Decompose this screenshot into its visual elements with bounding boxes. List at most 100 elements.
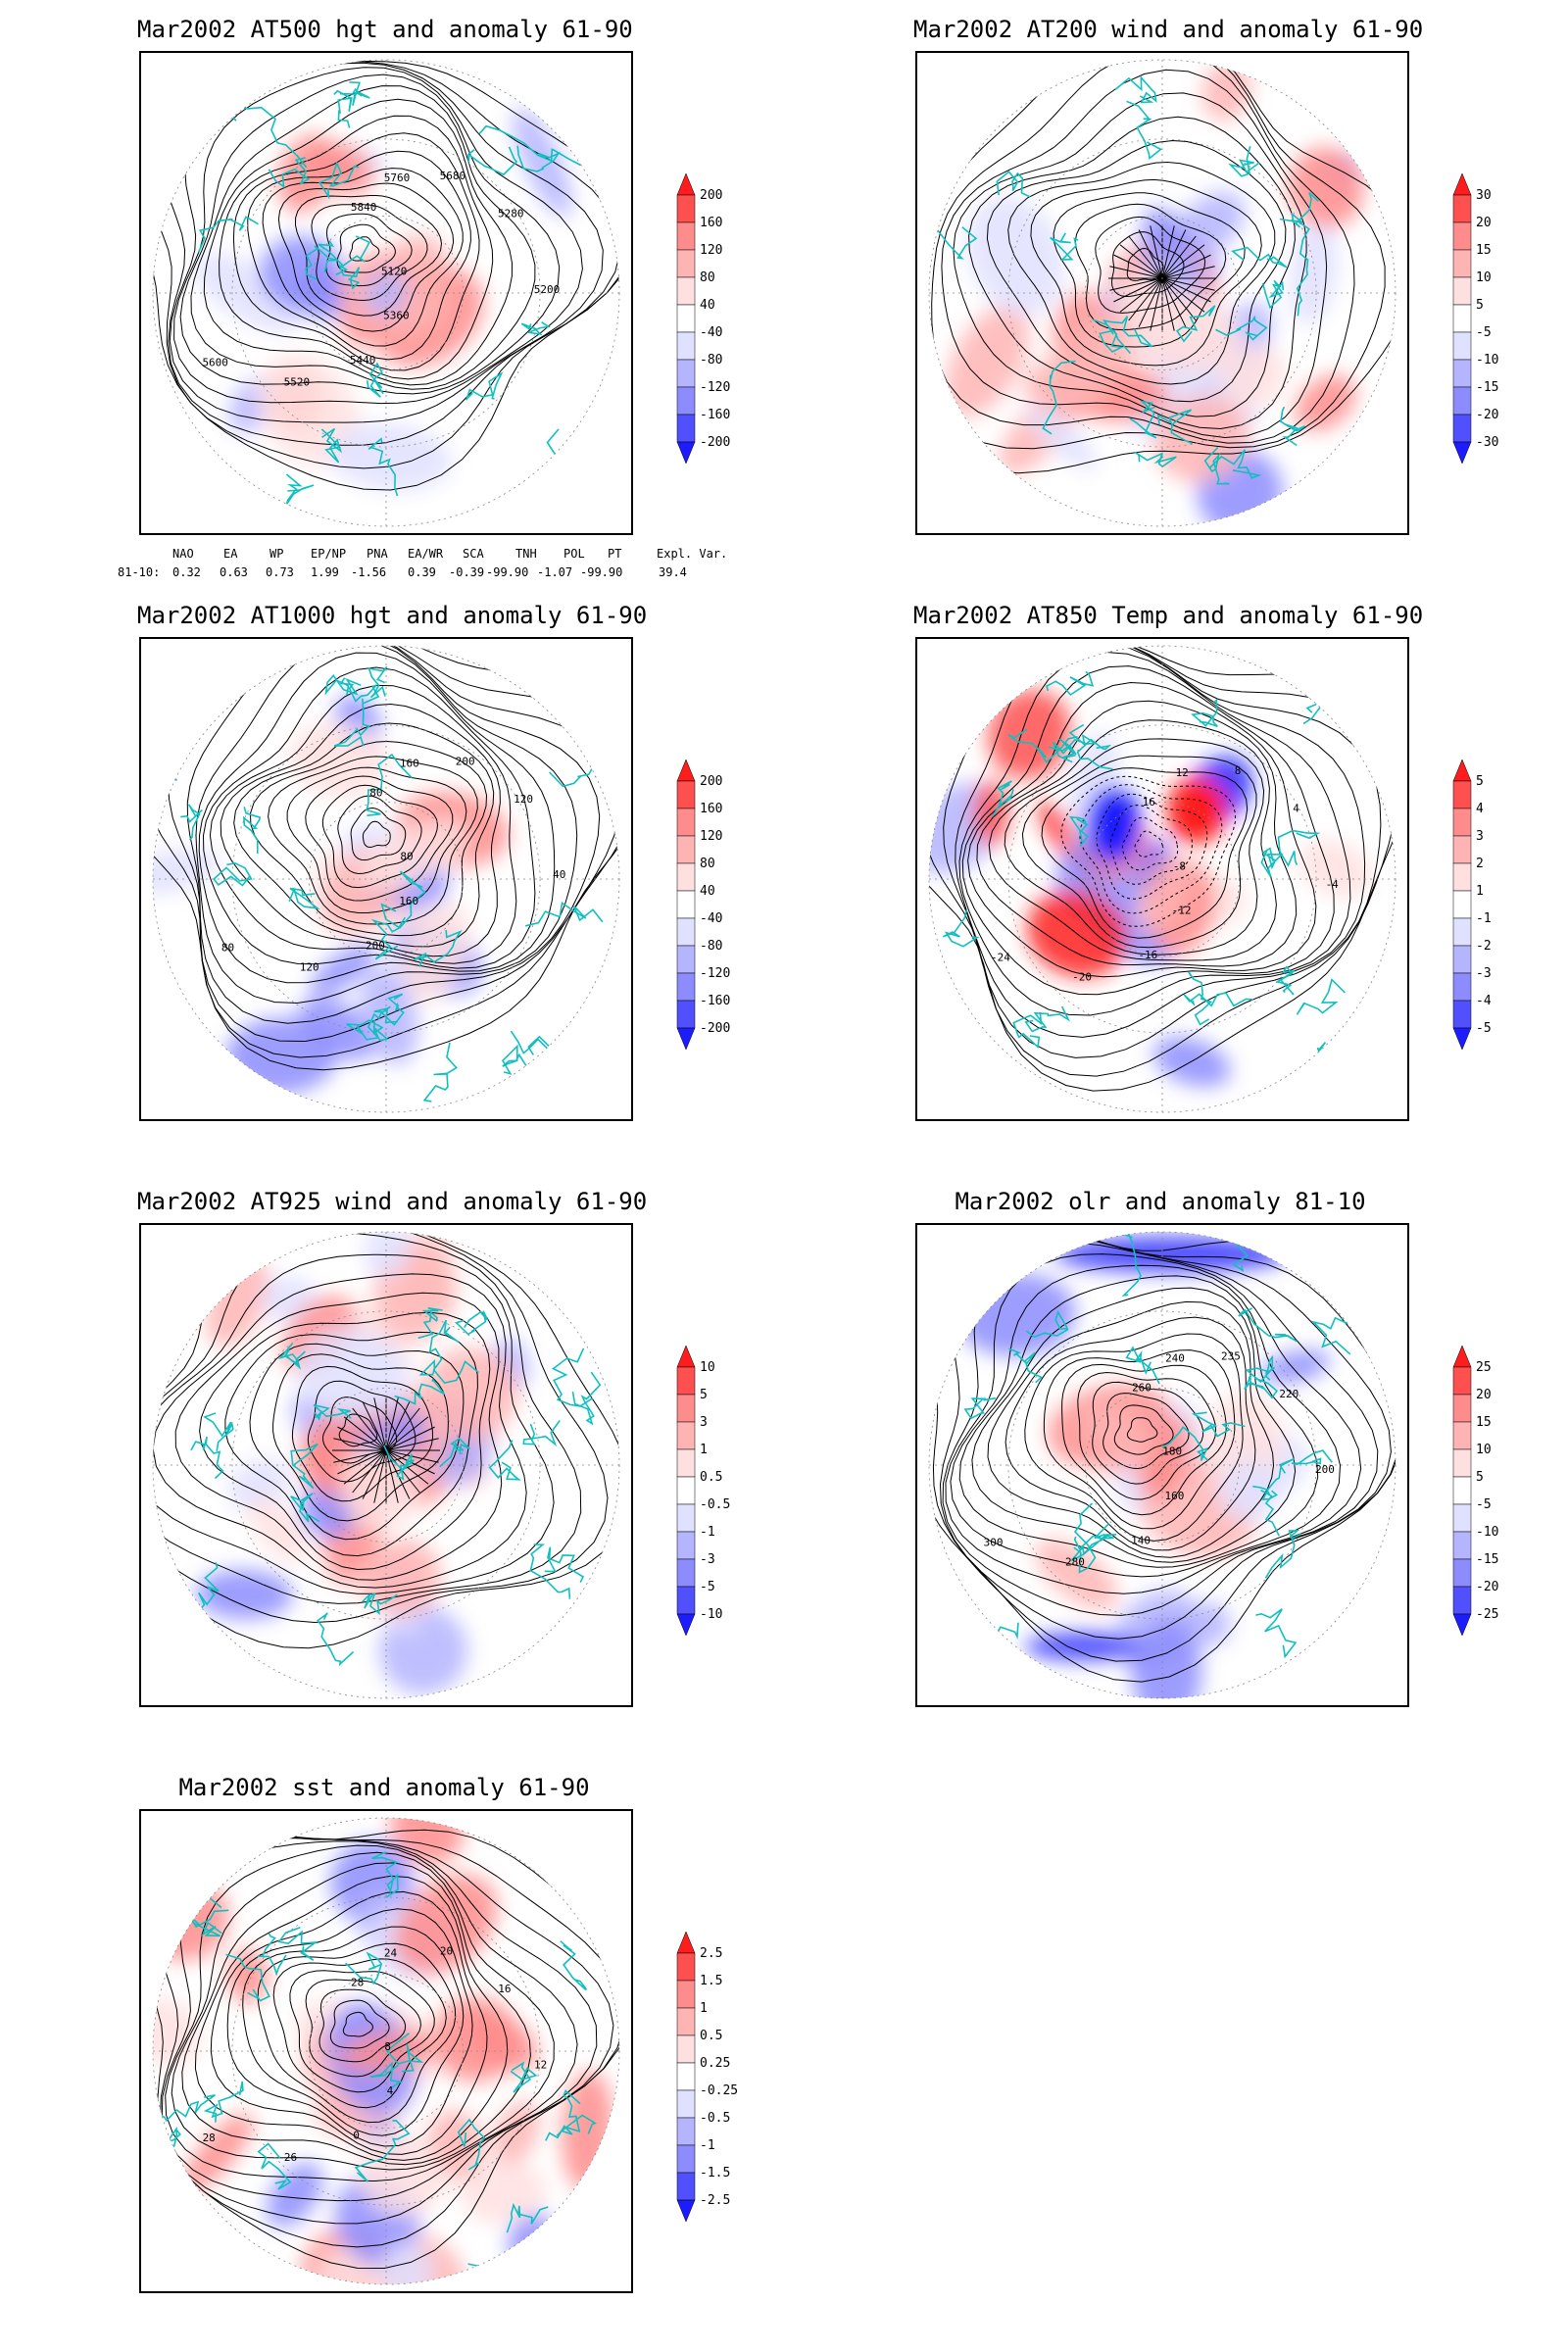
polar-map: 5840 5760 5680 5280 5200 5120 5360 5440 5520 5600 [139,51,633,535]
colorbar-swatch [676,835,696,864]
colorbar-arrow-bottom [1452,1027,1472,1051]
idx-header-nao: NAO [172,547,194,561]
colorbar-tick-label: 2.5 [700,1946,722,1961]
idx-value-epnp: 1.99 [311,565,339,579]
colorbar-tick-label: 0.5 [700,1470,722,1485]
panel-olr: Mar2002 olr and anomaly 81-10 260 240 235 22… [913,1184,1568,1733]
colorbar-swatch [1452,1503,1472,1533]
polar-map [139,1223,633,1707]
colorbar-swatch [1452,221,1472,251]
colorbar-arrow-top [676,1345,696,1368]
colorbar-arrow-bottom [1452,441,1472,465]
colorbar-tick-label: -20 [1476,408,1498,422]
colorbar-swatch [676,2144,696,2174]
contour-lines [929,646,1396,1092]
colorbar-swatch [676,1503,696,1533]
colorbar-tick-label: -200 [700,435,730,450]
colorbar-tick-label: 5 [1476,1470,1484,1485]
anomaly-shading [929,689,1373,1088]
contour-lines [153,1829,619,2270]
colorbar-tick-label: -3 [1476,966,1492,981]
colorbar-tick-label: 80 [700,270,715,285]
contour-lines [153,1232,619,1649]
colorbar: 10 5 3 1 0.5 -0.5 -1 -3 -5 -10 [674,1345,743,1694]
contour-label: 20 [440,1945,453,1958]
contour-label: 200 [456,755,475,767]
anomaly-shading [945,61,1364,526]
contour-label: 5360 [383,310,410,322]
colorbar-tick-label: -200 [700,1021,730,1036]
colorbar-tick-label: -1 [700,2138,715,2153]
colorbar-swatch [676,917,696,947]
contour-label: 160 [400,757,419,769]
graticule [928,1231,1396,1699]
colorbar-swatch [676,972,696,1002]
idx-row-label: 81-10: [118,565,161,579]
contour-label: -8 [1173,859,1186,872]
colorbar-tick-label: 3 [700,1415,708,1430]
anomaly-shading [194,107,572,491]
colorbar-tick-label: 120 [700,829,722,844]
colorbar-tick-label: 30 [1476,188,1492,203]
panel-1000hgt: Mar2002 AT1000 hgt and anomaly 61-90 80 16… [137,598,926,1147]
colorbar-swatch [676,862,696,892]
colorbar-tick-label: -5 [1476,1497,1492,1512]
colorbar-swatch [676,1952,696,1982]
contour-label: 200 [1315,1463,1335,1476]
polar-map [915,51,1409,535]
contour-label: 80 [400,851,413,863]
colorbar-arrow-top [676,1931,696,1954]
colorbar-swatch [1452,1531,1472,1560]
graticule [152,645,620,1113]
idx-value-pol: -1.07 [537,565,573,579]
contour-label: 280 [1065,1556,1085,1569]
contour-label: 5120 [381,265,408,277]
contour-label: 5600 [202,356,228,368]
colorbar-arrow-bottom [676,1613,696,1637]
colorbar-tick-label: 20 [1476,216,1492,230]
colorbar-tick-label: 1 [700,1443,708,1457]
colorbar-swatch [1452,835,1472,864]
contour-label: 80 [221,942,234,955]
colorbar-tick-label: -25 [1476,1607,1498,1622]
colorbar-swatch [1452,1448,1472,1478]
colorbar-tick-label: -4 [1476,994,1492,1008]
colorbar-swatch [676,1558,696,1588]
colorbar-arrow-bottom [676,1027,696,1051]
idx-header-eawr: EA/WR [408,547,444,561]
colorbar-tick-label: 1 [1476,884,1484,899]
colorbar-swatch [676,2007,696,2036]
colorbar-swatch [1452,1394,1472,1423]
colorbar-tick-label: 120 [700,243,722,258]
idx-header-wp: WP [270,547,284,561]
contour-label: 5680 [440,170,466,182]
colorbar-tick-label: 5 [1476,774,1484,789]
anomaly-shading [195,1232,530,1695]
colorbar-tick-label: -20 [1476,1580,1498,1594]
idx-value-tnh: -99.90 [486,565,529,579]
colorbar-tick-label: -5 [700,1580,715,1594]
colorbar-swatch [1452,194,1472,223]
colorbar-tick-label: 0.5 [700,2029,722,2043]
contour-label: 24 [384,1947,398,1960]
contour-label: 120 [300,961,319,974]
contour-label: 12 [534,2058,547,2071]
contour-lines [929,60,1396,474]
colorbar-tick-label: -120 [700,966,730,981]
colorbar: 5 4 3 2 1 -1 -2 -3 -4 -5 [1450,759,1519,1108]
graticule [152,1817,620,2285]
contour-label: 160 [399,895,418,907]
colorbar-tick-label: 3 [1476,829,1484,844]
colorbar-tick-label: 1.5 [700,1974,722,1988]
colorbar-tick-label: -40 [700,325,722,340]
anomaly-shading [956,1237,1331,1698]
panel-title: Mar2002 AT925 wind and anomaly 61-90 [137,1188,648,1215]
colorbar-swatch [1452,890,1472,919]
colorbar-tick-label: -160 [700,408,730,422]
idx-header-explvar: Expl. Var. [657,547,728,561]
colorbar-tick-label: -5 [1476,325,1492,340]
colorbar-tick-label: -1.5 [700,2166,730,2180]
idx-header-sca: SCA [463,547,484,561]
contour-label: 8 [384,2040,391,2053]
idx-header-tnh: TNH [515,547,537,561]
